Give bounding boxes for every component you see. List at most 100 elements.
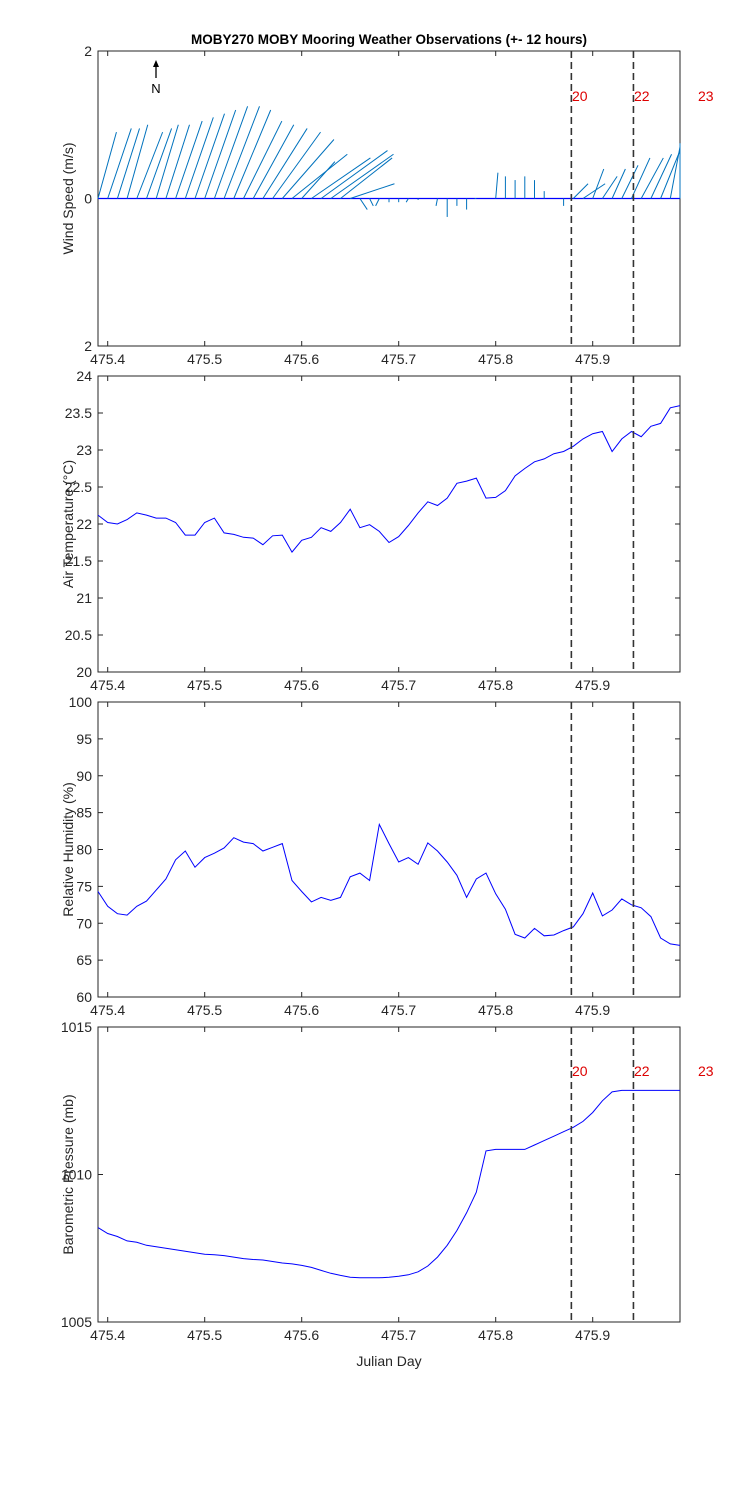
airtemp-y-tick-label: 24 [76, 368, 92, 384]
baro-x-tick-label: 475.5 [187, 1327, 222, 1343]
rh-y-tick-label: 90 [76, 768, 92, 784]
baro-x-tick-label: 475.8 [478, 1327, 513, 1343]
baro-x-tick-label: 475.7 [381, 1327, 416, 1343]
wind-stick [611, 168, 626, 199]
figure-title: MOBY270 MOBY Mooring Weather Observation… [191, 32, 587, 47]
wind-stick [97, 131, 117, 199]
baro-y-tick-label: 1005 [61, 1314, 92, 1330]
relative-humidity-panel: 475.4 475.5 475.6 475.7 475.8 475.9 60 65 70 75 80… [60, 694, 681, 1018]
airtemp-x-tick-label: 475.5 [187, 677, 222, 693]
airtemp-y-tick-label: 21.5 [65, 553, 92, 569]
rh-x-tick-label: 475.6 [284, 1002, 319, 1018]
wind-time-marker-label: 20 [572, 88, 588, 104]
wind-x-tick-label: 475.8 [478, 351, 513, 367]
wind-stick [601, 176, 618, 199]
rh-y-tick-label: 70 [76, 915, 92, 931]
wind-stick [435, 198, 438, 206]
wind-stick [640, 157, 664, 199]
baro-x-tick-label: 475.4 [90, 1327, 125, 1343]
wind-stick [621, 165, 639, 199]
baro-x-tick-label: 475.9 [575, 1327, 610, 1343]
wind-stick [126, 124, 149, 199]
airtemp-y-tick-label: 23.5 [65, 405, 92, 421]
airtemp-x-tick-label: 475.7 [381, 677, 416, 693]
wind-stick [165, 124, 190, 199]
wind-stick [340, 157, 393, 199]
wind-x-tick-label: 475.6 [284, 351, 319, 367]
wind-stick [136, 131, 164, 199]
rh-series-line [97, 822, 681, 946]
wind-stick [194, 113, 225, 199]
wind-y-tick-label: 0 [84, 191, 92, 207]
rh-y-tick-label: 100 [69, 694, 93, 710]
wind-stick [204, 109, 237, 199]
wind-stick [359, 198, 368, 210]
wind-stick [281, 139, 335, 199]
airtemp-axes-box [97, 375, 681, 673]
rh-y-tick-label: 95 [76, 731, 92, 747]
wind-x-tick-label: 475.5 [187, 351, 222, 367]
baro-time-marker-label: 23 [698, 1063, 714, 1079]
wind-stick [660, 150, 681, 199]
wind-stick [107, 128, 132, 199]
baro-time-marker-label: 20 [572, 1063, 588, 1079]
wind-stick [375, 198, 380, 207]
wind-x-tick-label: 475.7 [381, 351, 416, 367]
baro-y-tick-label: 1015 [61, 1019, 92, 1035]
wind-time-marker-label: 23 [698, 88, 714, 104]
wind-stick [175, 120, 203, 199]
rh-y-axis-label: Relative Humidity (%) [60, 782, 76, 917]
wind-stick [330, 153, 394, 199]
barometric-pressure-panel: 475.4 475.5 475.6 475.7 475.8 475.9 1005 1010 10… [60, 1019, 714, 1343]
wind-y-tick-label: 2 [84, 338, 92, 354]
wind-stick [243, 120, 283, 199]
baro-x-tick-label: 475.6 [284, 1327, 319, 1343]
airtemp-y-axis-label: Air Temperature (°C) [60, 460, 76, 588]
wind-stick [669, 146, 681, 199]
wind-stick [650, 154, 673, 199]
rh-x-tick-label: 475.4 [90, 1002, 125, 1018]
wind-stick [223, 106, 260, 199]
rh-x-tick-label: 475.5 [187, 1002, 222, 1018]
rh-axes-box [97, 701, 681, 998]
wind-stick [369, 198, 374, 207]
x-axis-label: Julian Day [356, 1353, 421, 1369]
wind-stick [262, 128, 308, 199]
rh-y-tick-label: 75 [76, 878, 92, 894]
wind-stick [213, 106, 249, 199]
airtemp-y-tick-label: 23 [76, 442, 92, 458]
airtemp-y-tick-label: 22 [76, 516, 92, 532]
airtemp-y-tick-label: 20 [76, 664, 92, 680]
baro-y-axis-label: Barometric Pressure (mb) [60, 1094, 76, 1254]
wind-x-tick-label: 475.9 [575, 351, 610, 367]
wind-stick [233, 109, 272, 199]
wind-stick [301, 161, 336, 199]
rh-y-tick-label: 85 [76, 805, 92, 821]
wind-stick [291, 153, 348, 199]
wind-y-axis-label: Wind Speed (m/s) [60, 142, 76, 254]
wind-y-tick-label: 2 [84, 43, 92, 59]
air-temperature-panel: 475.4 475.5 475.6 475.7 475.8 475.9 20 20.5 21 21… [60, 368, 681, 693]
wind-stick [592, 168, 605, 199]
wind-stick [495, 172, 499, 199]
north-label: N [151, 81, 160, 96]
wind-stick [184, 117, 214, 199]
airtemp-x-tick-label: 475.4 [90, 677, 125, 693]
airtemp-y-tick-label: 21 [76, 590, 92, 606]
rh-x-tick-label: 475.8 [478, 1002, 513, 1018]
wind-stick [146, 128, 173, 199]
rh-y-tick-label: 80 [76, 842, 92, 858]
wind-x-tick-label: 475.4 [90, 351, 125, 367]
wind-stick [405, 198, 409, 203]
airtemp-y-tick-label: 22.5 [65, 479, 92, 495]
wind-stick [252, 124, 295, 199]
baro-time-marker-label: 22 [634, 1063, 650, 1079]
wind-stick [320, 150, 388, 199]
wind-stick [311, 157, 371, 199]
airtemp-x-tick-label: 475.6 [284, 677, 319, 693]
airtemp-series-line [97, 405, 681, 553]
wind-stick [116, 128, 141, 199]
wind-time-marker-label: 22 [634, 88, 650, 104]
